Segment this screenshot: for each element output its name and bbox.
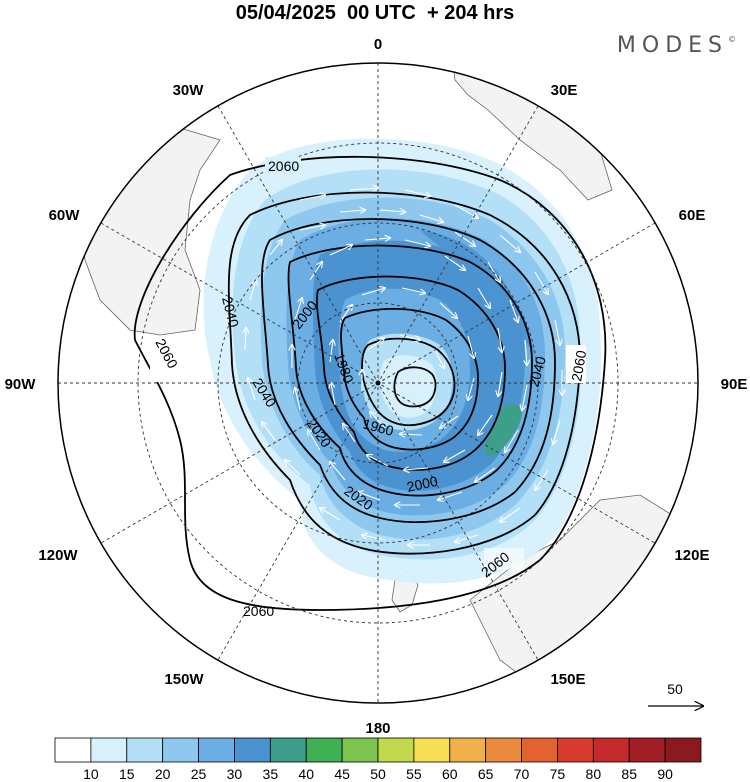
colorbar-swatch (162, 737, 199, 763)
longitude-labels: 0 30E 60E 90E 120E 150E 180 150W 120W 90… (5, 36, 748, 737)
colorbar-swatch (234, 737, 271, 763)
colorbar-swatch (269, 737, 307, 763)
lon-label-0: 0 (374, 36, 382, 53)
colorbar-swatch (557, 737, 594, 763)
lon-label-90w: 90W (5, 376, 37, 393)
colorbar-swatch (485, 737, 522, 763)
colorbar-swatch (413, 737, 451, 763)
colorbar-tick-label: 25 (191, 766, 207, 782)
colorbar-swatch (377, 737, 415, 763)
colorbar-swatch (305, 737, 343, 763)
colorbar-swatch (126, 737, 164, 763)
colorbar-tick-label: 10 (83, 766, 99, 782)
contour-1980 (316, 275, 506, 471)
colorbar-swatch (628, 737, 666, 763)
reference-vector-label: 50 (667, 681, 683, 697)
contour-label: 2060 (243, 603, 274, 619)
colorbar-tick-label: 80 (586, 766, 602, 782)
brand-name: MODES (616, 33, 728, 58)
contour-1960 (340, 307, 479, 451)
colorbar-tick-label: 35 (263, 766, 279, 782)
wind-band-10-core (380, 355, 437, 418)
colorbar-swatch (341, 737, 379, 763)
colorbar-tick-label: 45 (334, 766, 350, 782)
colorbar-tick-label: 15 (119, 766, 135, 782)
colorbar-tick-label: 60 (442, 766, 458, 782)
copyright-mark: © (728, 35, 736, 44)
map-title: 05/04/2025 00 UTC + 204 hrs (235, 2, 515, 24)
contour-2040 (227, 191, 581, 555)
lon-label-120e: 120E (674, 547, 709, 564)
lon-label-150e: 150E (550, 671, 585, 688)
colorbar-swatch (592, 737, 630, 763)
lon-label-90e: 90E (721, 376, 748, 393)
lon-label-60e: 60E (679, 207, 706, 224)
colorbar-tick-label: 65 (478, 766, 494, 782)
contour-label: 2040 (219, 295, 242, 329)
colorbar-tick-label: 50 (370, 766, 386, 782)
wind-vectors (245, 188, 562, 545)
colorbar-tick-label: 20 (155, 766, 171, 782)
brand-logo: MODES© (617, 33, 736, 58)
contour-1940 (361, 337, 456, 427)
colorbar-tick-label: 30 (227, 766, 243, 782)
lon-label-60w: 60W (49, 207, 81, 224)
south-pole-marker (375, 380, 381, 386)
colorbar-tick-label: 70 (514, 766, 530, 782)
wind-band-35 (420, 230, 535, 355)
colorbar-swatch (449, 737, 487, 763)
colorbar-tick-label: 40 (298, 766, 314, 782)
colorbar-swatch (54, 737, 92, 763)
contour-label: 2000 (405, 473, 439, 495)
map-boundary (57, 62, 699, 704)
lon-label-180: 180 (365, 720, 390, 737)
lon-label-120w: 120W (38, 547, 78, 564)
lon-label-30e: 30E (551, 82, 578, 99)
colorbar-swatch (198, 737, 235, 763)
colorbar-tick-label: 90 (657, 766, 673, 782)
lon-label-30w: 30W (173, 82, 205, 99)
contour-1920-core (393, 366, 437, 408)
colorbar: 10 15 20 25 30 35 40 45 50 55 60 65 70 75 80 85 90 (54, 737, 702, 782)
contour-label: 2040 (525, 354, 549, 388)
colorbar-swatch (90, 737, 128, 763)
reference-vector: 50 (648, 681, 703, 706)
south-america-land (79, 124, 221, 336)
contour-label: 2060 (268, 158, 299, 174)
lon-label-150w: 150W (164, 671, 204, 688)
colorbar-swatch (664, 737, 702, 763)
colorbar-tick-label: 55 (406, 766, 422, 782)
colorbar-swatch (521, 737, 558, 763)
colorbar-tick-label: 85 (621, 766, 637, 782)
wind-band-40 (484, 403, 522, 457)
contour-label: 1960 (361, 415, 395, 439)
colorbar-tick-label: 75 (550, 766, 566, 782)
contour-label: 2060 (568, 349, 589, 383)
